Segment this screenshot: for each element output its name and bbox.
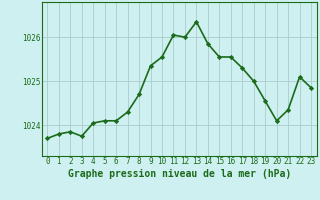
X-axis label: Graphe pression niveau de la mer (hPa): Graphe pression niveau de la mer (hPa) [68,169,291,179]
